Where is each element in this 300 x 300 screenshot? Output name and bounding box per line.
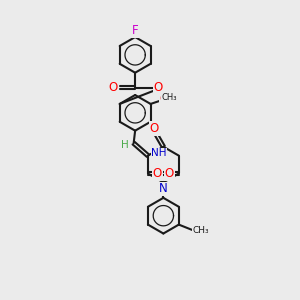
- Text: CH₃: CH₃: [162, 93, 177, 102]
- Text: F: F: [132, 24, 139, 37]
- Text: O: O: [153, 167, 162, 180]
- Text: NH: NH: [152, 148, 167, 158]
- Text: CH₃: CH₃: [192, 226, 209, 235]
- Text: O: O: [165, 167, 174, 180]
- Text: N: N: [159, 182, 168, 195]
- Text: O: O: [159, 94, 167, 104]
- Text: H: H: [121, 140, 129, 150]
- Text: O: O: [109, 81, 118, 94]
- Text: O: O: [153, 81, 163, 94]
- Text: O: O: [150, 122, 159, 135]
